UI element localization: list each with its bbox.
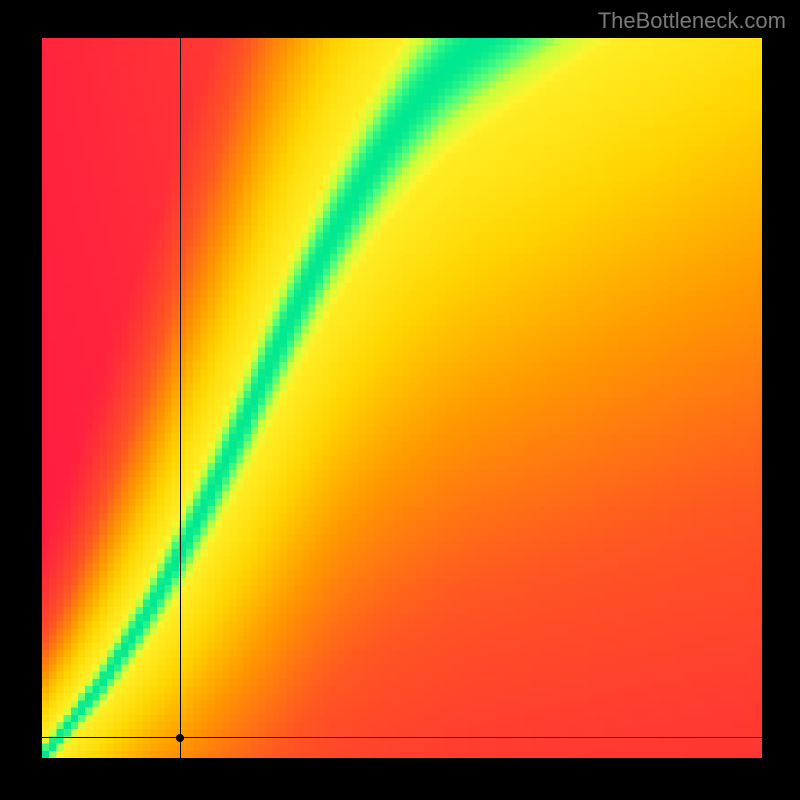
crosshair-horizontal [42,737,762,738]
crosshair-vertical [180,38,181,758]
heatmap-canvas [42,38,762,758]
heatmap-plot [42,38,762,758]
watermark-text: TheBottleneck.com [598,8,786,34]
